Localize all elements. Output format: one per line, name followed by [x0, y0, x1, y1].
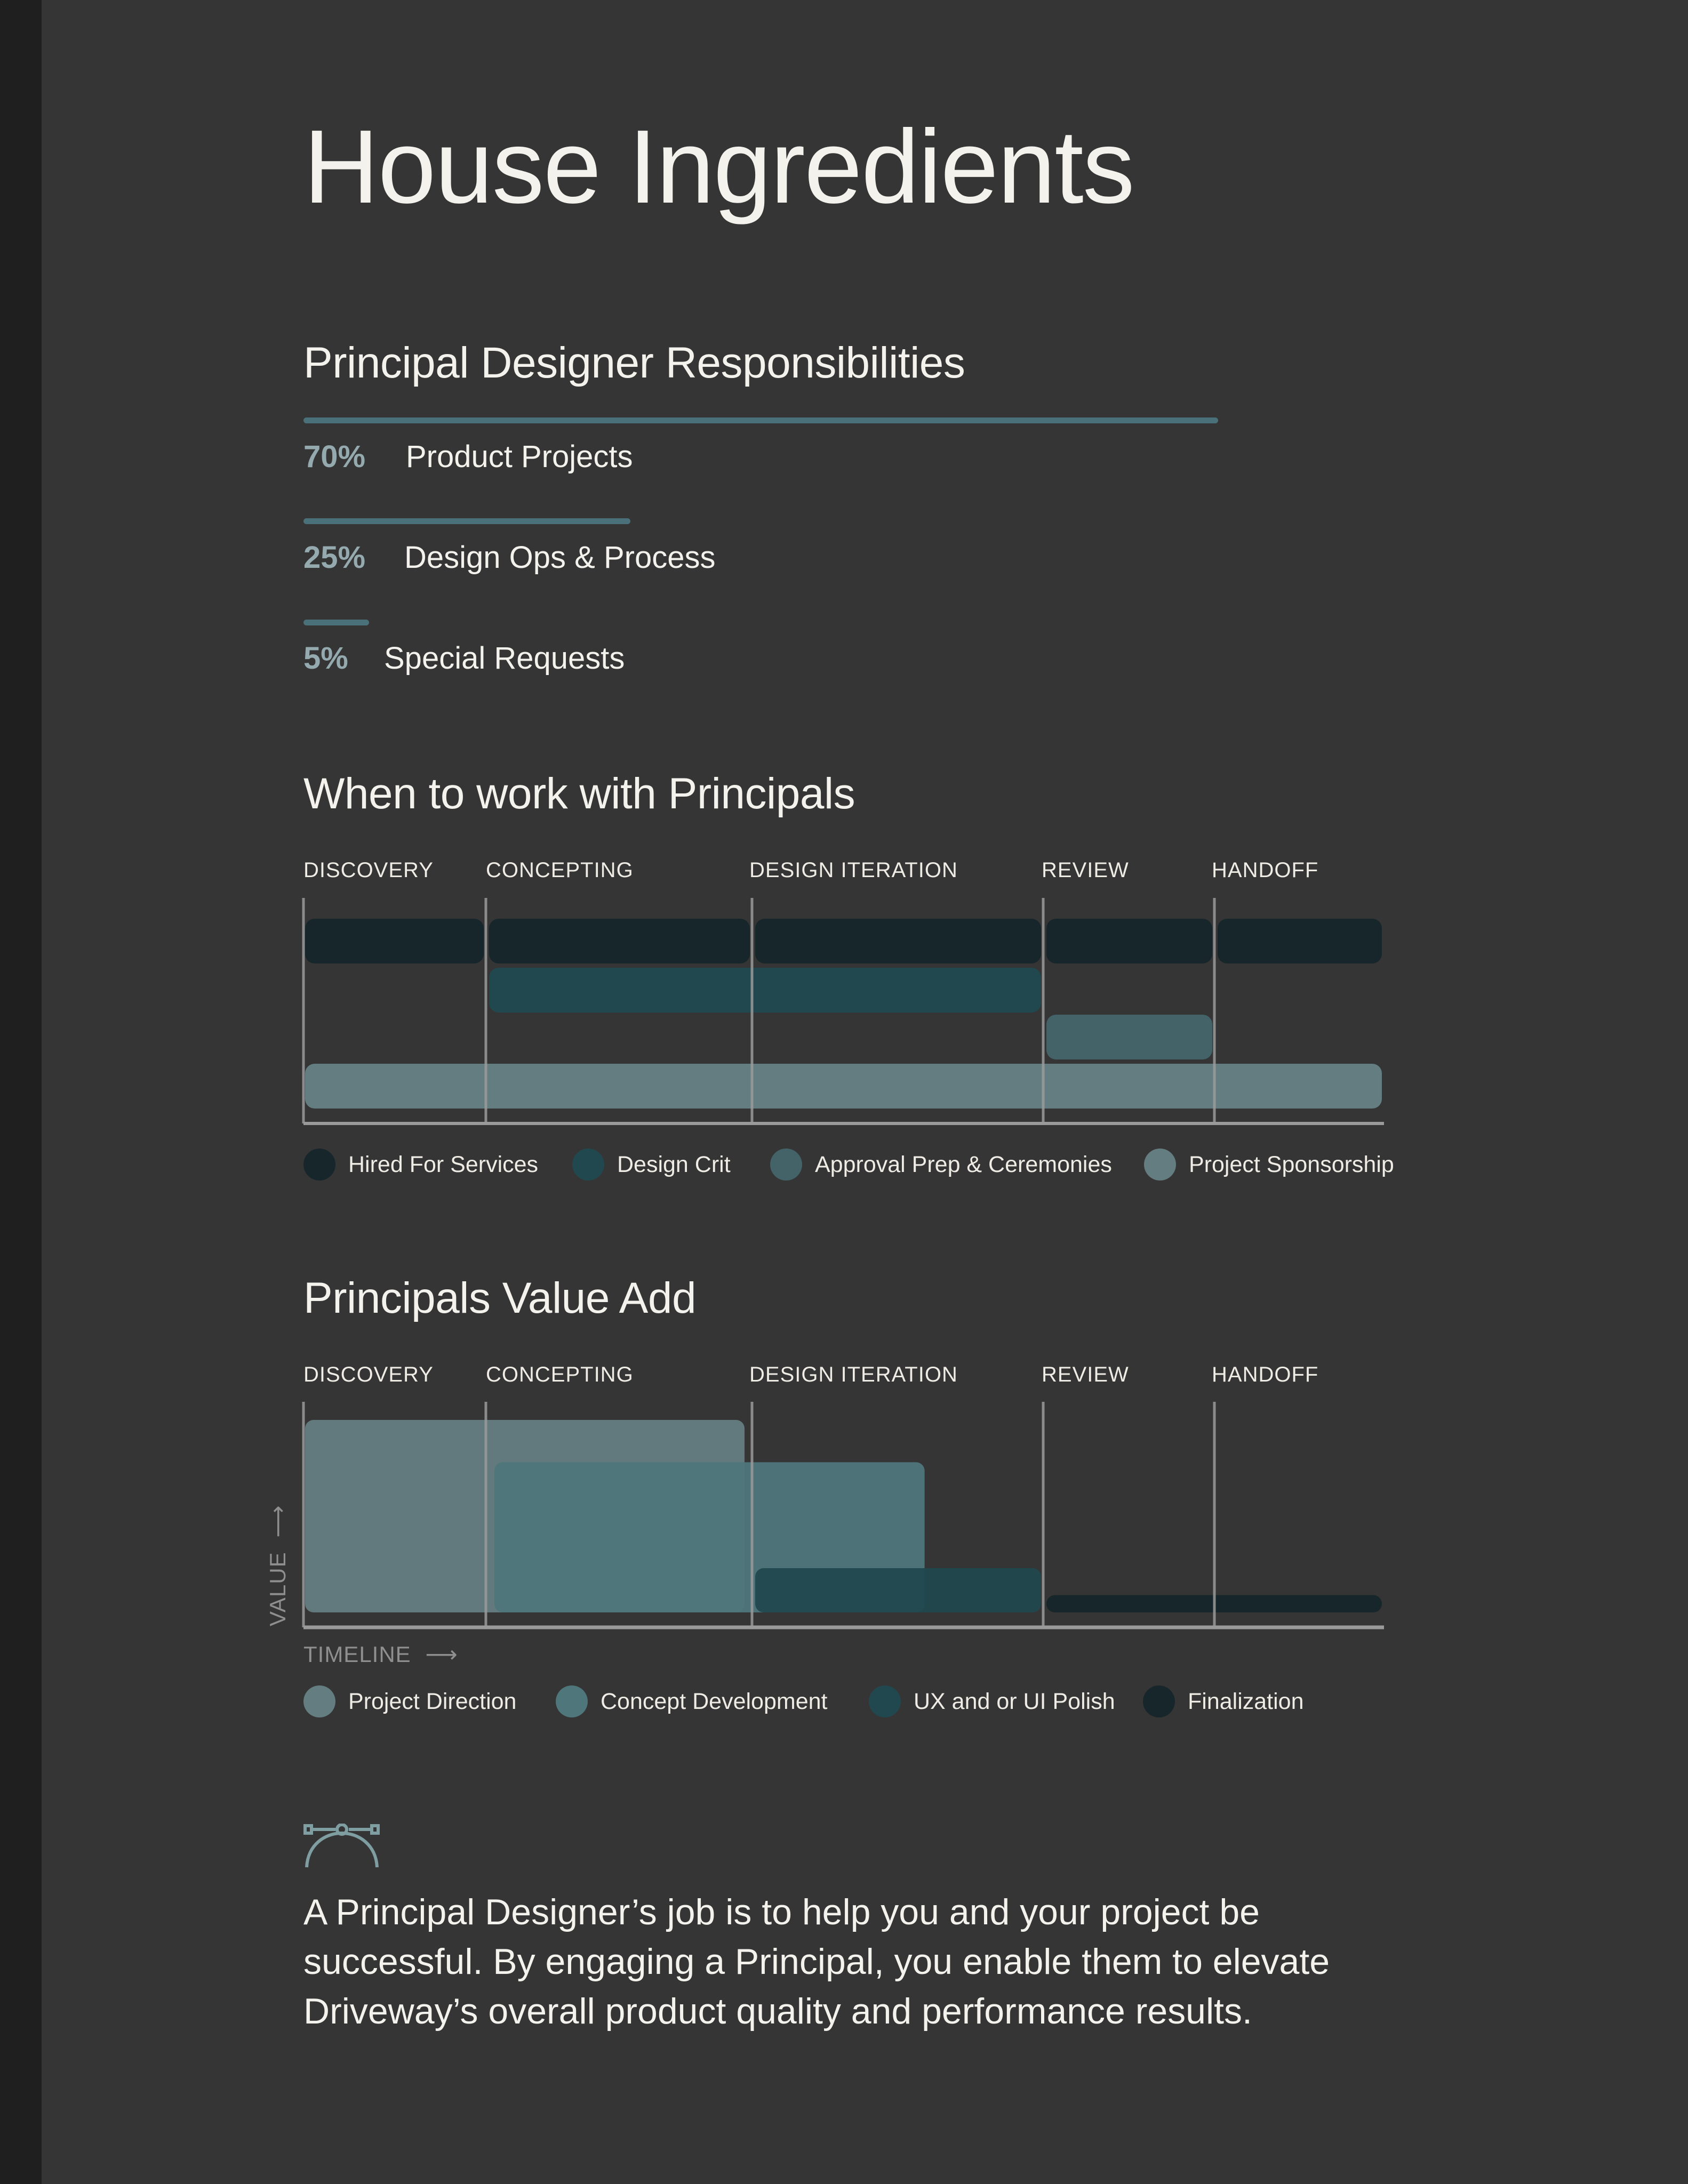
gantt-bar-design-crit — [489, 968, 1041, 1013]
gantt-bar-hired-for-services — [1218, 919, 1382, 963]
phase-label-discovery: DISCOVERY — [303, 1363, 434, 1386]
responsibility-percent: 25% — [303, 540, 366, 575]
phase-label-discovery: DISCOVERY — [303, 858, 434, 882]
arrow-up-icon: ⟶ — [265, 1505, 290, 1538]
legend-label: Project Direction — [348, 1688, 517, 1714]
value-add-heading: Principals Value Add — [303, 1274, 697, 1322]
closing-line: successful. By engaging a Principal, you… — [303, 1941, 1330, 1982]
responsibility-label: Special Requests — [384, 641, 625, 676]
left-sidebar-strip — [0, 0, 42, 2184]
when-to-work-heading: When to work with Principals — [303, 769, 855, 818]
legend-swatch — [869, 1685, 901, 1717]
legend-label: Hired For Services — [348, 1151, 539, 1177]
responsibility-bar — [303, 417, 1218, 423]
legend-label: Design Crit — [617, 1151, 731, 1177]
y-axis-title: VALUE ⟶ — [265, 1505, 290, 1626]
legend-item-design-crit: Design Crit — [572, 1149, 731, 1181]
gantt-bar-hired-for-services — [1046, 919, 1212, 963]
legend-item-concept-development: Concept Development — [556, 1685, 827, 1717]
phase-label-design-iteration: DESIGN ITERATION — [749, 1363, 958, 1386]
legend-swatch — [556, 1685, 588, 1717]
legend-label: Approval Prep & Ceremonies — [815, 1151, 1112, 1177]
phase-label-handoff: HANDOFF — [1212, 1363, 1319, 1386]
arrow-right-icon: ⟶ — [425, 1642, 458, 1667]
closing-line: Driveway’s overall product quality and p… — [303, 1991, 1252, 2032]
responsibility-label: Design Ops & Process — [404, 540, 716, 575]
phase-label-handoff: HANDOFF — [1212, 858, 1319, 882]
value-block-ux-and-or-ui-polish — [755, 1568, 1041, 1612]
x-axis-label: TIMELINE — [303, 1642, 411, 1667]
legend-swatch — [1144, 1149, 1176, 1181]
legend-item-project-sponsorship: Project Sponsorship — [1144, 1149, 1394, 1181]
closing-paragraph: A Principal Designer’s job is to help yo… — [303, 1888, 1423, 2036]
legend-swatch — [1143, 1685, 1175, 1717]
legend-item-project-direction: Project Direction — [303, 1685, 516, 1717]
legend-item-ux-ui-polish: UX and or UI Polish — [869, 1685, 1115, 1717]
legend-item-finalization: Finalization — [1143, 1685, 1304, 1717]
gantt-bar-approval-prep-ceremonies — [1046, 1015, 1212, 1059]
responsibility-bar — [303, 518, 630, 524]
responsibility-percent: 5% — [303, 641, 348, 676]
legend-item-hired-for-services: Hired For Services — [303, 1149, 538, 1181]
legend-item-approval-prep: Approval Prep & Ceremonies — [770, 1149, 1112, 1181]
closing-line: A Principal Designer’s job is to help yo… — [303, 1892, 1260, 1932]
phase-label-concepting: CONCEPTING — [486, 858, 634, 882]
legend-swatch — [572, 1149, 604, 1181]
responsibility-label: Product Projects — [406, 439, 633, 474]
gantt-bar-hired-for-services — [755, 919, 1041, 963]
phase-label-review: REVIEW — [1042, 1363, 1129, 1386]
legend-swatch — [303, 1149, 335, 1181]
gantt-bar-hired-for-services — [489, 919, 750, 963]
responsibility-bar — [303, 620, 369, 625]
legend-label: Concept Development — [601, 1688, 828, 1714]
y-axis-label: VALUE — [265, 1552, 290, 1626]
legend-swatch — [303, 1685, 335, 1717]
x-axis-title: TIMELINE ⟶ — [303, 1643, 458, 1666]
legend-swatch — [770, 1149, 802, 1181]
phase-label-design-iteration: DESIGN ITERATION — [749, 858, 958, 882]
phase-label-concepting: CONCEPTING — [486, 1363, 634, 1386]
responsibilities-heading: Principal Designer Responsibilities — [303, 339, 965, 387]
gantt-bar-project-sponsorship — [305, 1064, 1382, 1109]
phase-label-review: REVIEW — [1042, 858, 1129, 882]
legend-label: Project Sponsorship — [1189, 1151, 1394, 1177]
page-title: House Ingredients — [303, 108, 1135, 225]
legend-label: UX and or UI Polish — [914, 1688, 1115, 1714]
responsibility-percent: 70% — [303, 439, 366, 474]
legend-label: Finalization — [1188, 1688, 1304, 1714]
bezier-pen-icon — [303, 1824, 380, 1868]
gantt-bar-hired-for-services — [305, 919, 484, 963]
